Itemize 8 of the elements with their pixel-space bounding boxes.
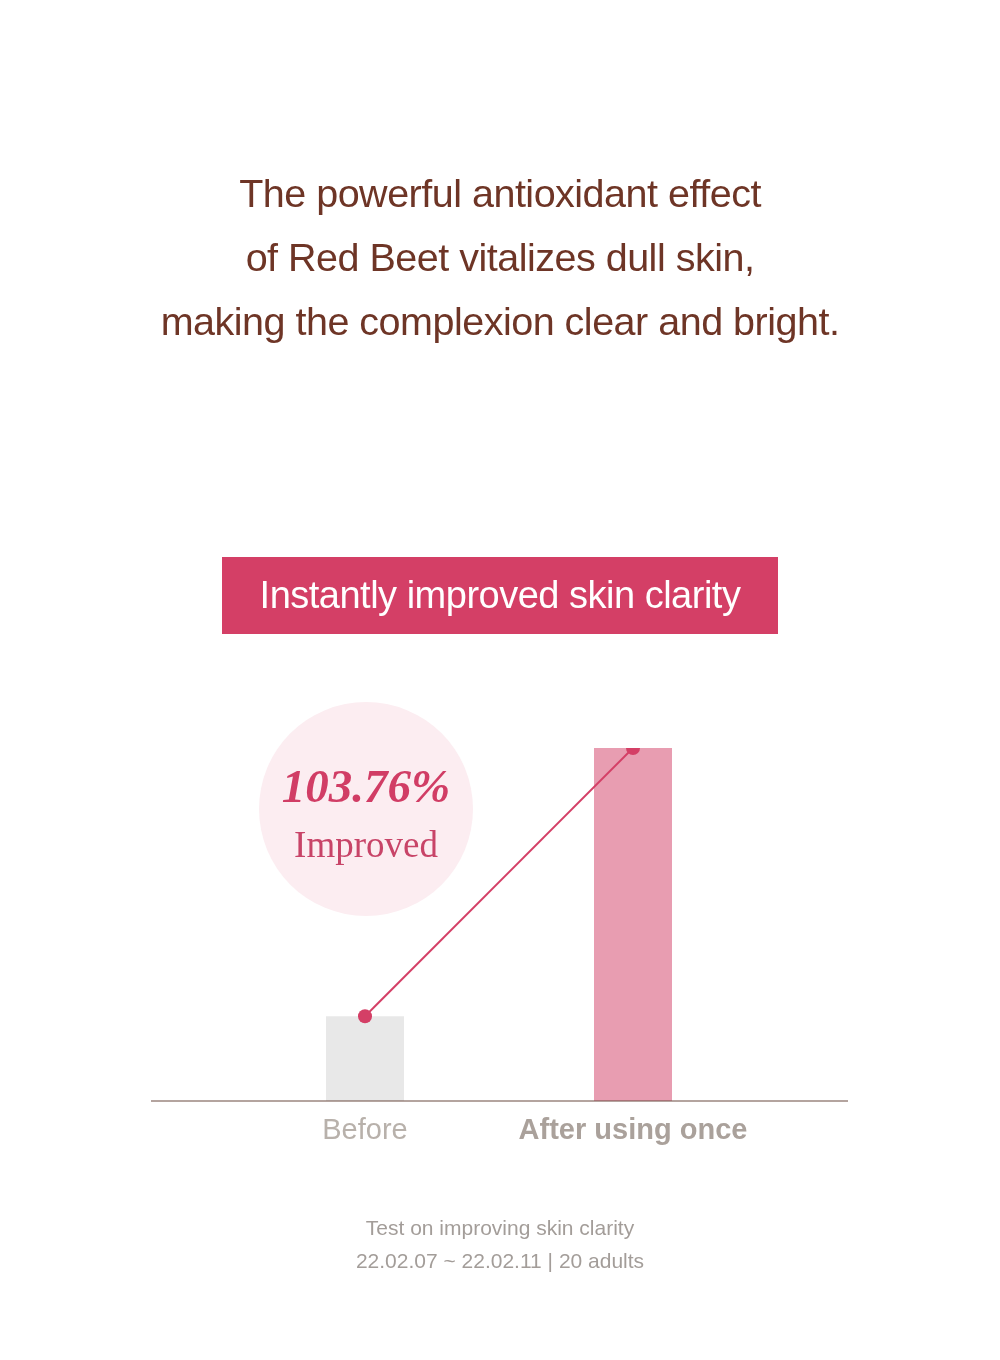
text: Test on improving skin clarity	[364, 1215, 636, 1241]
annotation: 103.76%	[280, 759, 452, 814]
text: 22.02.07 ~ 22.02.11 | 20 adults	[354, 1248, 646, 1274]
chart-title: The powerful antioxidant effect of Red Beet vitalizes dull skin, making the complexion clear and bright.	[159, 170, 841, 345]
x-tick-label: After using once	[518, 1113, 748, 1145]
annotation: Improved	[293, 823, 439, 867]
chart-subtitle: Instantly improved skin clarity	[259, 574, 741, 617]
x-tick-label: Before	[322, 1113, 408, 1145]
